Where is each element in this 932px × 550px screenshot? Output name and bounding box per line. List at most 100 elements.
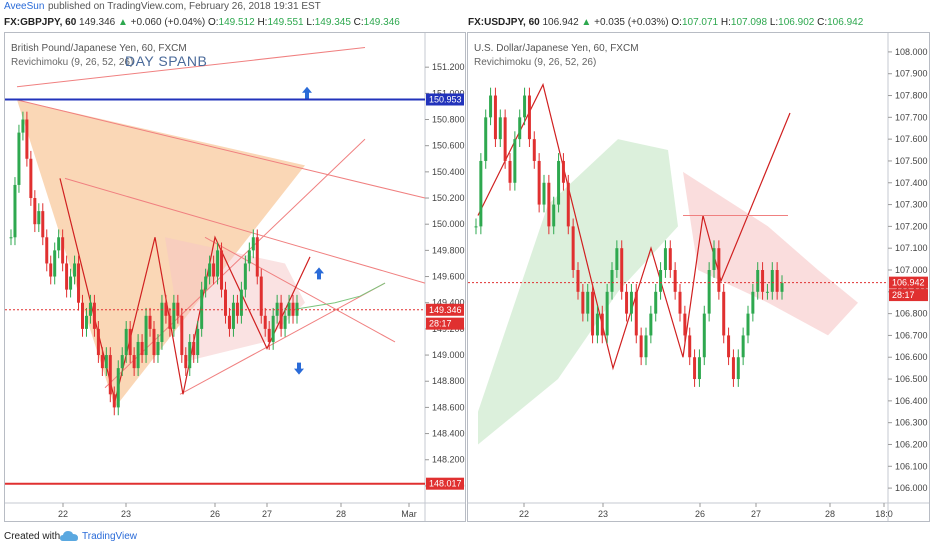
y-tick-label: 151.200 xyxy=(432,62,465,72)
tradingview-cloud-icon xyxy=(60,531,78,541)
gbpjpy-chart-svg[interactable]: 151.200 151.000 150.800 150.600 150.400 150.2… xyxy=(5,33,465,521)
y-tick-label: 107.600 xyxy=(895,134,928,144)
candle-body xyxy=(208,263,212,277)
candle-body xyxy=(765,291,769,293)
y-tick-label: 150.000 xyxy=(432,219,465,229)
created-with-label: Created with xyxy=(4,531,61,542)
green-span-line xyxy=(294,282,386,310)
right-symbol[interactable]: FX:USDJPY, 60 xyxy=(468,17,540,28)
candle-body xyxy=(17,132,21,185)
candle-body xyxy=(291,302,295,316)
candle-body xyxy=(770,270,774,292)
y-tick-label: 148.600 xyxy=(432,402,465,412)
y-tick-label: 107.000 xyxy=(895,265,928,275)
price-tag xyxy=(889,289,928,302)
candle-body xyxy=(73,263,77,277)
candle-body xyxy=(673,270,677,292)
candle-body xyxy=(9,237,13,239)
y-tick-label: 108.000 xyxy=(895,47,928,57)
right-o-label: O: xyxy=(671,17,682,28)
x-tick-label: 27 xyxy=(751,509,761,519)
usdjpy-chart-svg[interactable]: 108.000 107.900 107.800 107.700 107.600 107.5… xyxy=(468,33,929,521)
tradingview-brand-link[interactable]: TradingView xyxy=(82,531,138,542)
left-symbol[interactable]: FX:GBPJPY, 60 xyxy=(4,17,77,28)
candle-body xyxy=(255,237,259,277)
y-tick-label: 106.500 xyxy=(895,374,928,384)
trendline xyxy=(104,138,366,389)
candle-body xyxy=(493,95,497,140)
candle-body xyxy=(610,270,614,292)
candle-body xyxy=(92,302,96,329)
trendline xyxy=(179,282,386,395)
candle-body xyxy=(532,139,536,161)
candle-body xyxy=(561,160,565,183)
candle-body xyxy=(172,302,176,329)
y-tick-label: 107.400 xyxy=(895,178,928,188)
candle-body xyxy=(200,289,204,329)
up-arrow-icon xyxy=(302,86,312,99)
candle-body xyxy=(49,263,53,277)
x-tick-label: 18:0 xyxy=(875,509,893,519)
candle-body xyxy=(231,302,235,329)
usdjpy-chart-panel[interactable]: 108.000 107.900 107.800 107.700 107.600 107.5… xyxy=(467,32,930,522)
x-tick-label: 22 xyxy=(519,509,529,519)
y-tick-label: 106.400 xyxy=(895,396,928,406)
candle-body xyxy=(152,328,156,356)
candle-body xyxy=(156,341,160,356)
x-tick-label: 23 xyxy=(598,509,608,519)
candle-body xyxy=(576,270,580,292)
candle-body xyxy=(192,341,196,356)
candle-body xyxy=(176,302,180,316)
left-change: +0.060 (+0.04%) xyxy=(130,17,206,28)
candle-body xyxy=(77,263,81,303)
candle-body xyxy=(595,313,599,336)
left-high: 149.551 xyxy=(267,17,304,28)
orange-triangle-zone xyxy=(17,99,305,408)
price-tag-label: 106.942 xyxy=(892,278,925,288)
candle-body xyxy=(57,237,61,251)
candle-body xyxy=(731,357,735,380)
right-l-label: L: xyxy=(769,17,779,28)
candle-body xyxy=(557,160,561,205)
up-triangle-icon: ▲ xyxy=(581,17,592,28)
candle-body xyxy=(37,211,41,225)
price-tag xyxy=(426,317,464,330)
candle-body xyxy=(100,355,104,369)
left-h-label: H: xyxy=(257,17,268,28)
x-tick-label: 28 xyxy=(825,509,835,519)
right-low: 106.902 xyxy=(778,17,815,28)
left-open: 149.512 xyxy=(218,17,255,28)
y-tick-label: 150.800 xyxy=(432,115,465,125)
candle-body xyxy=(489,95,493,118)
right-c-label: C: xyxy=(817,17,828,28)
author-link[interactable]: AveeSun xyxy=(4,1,45,12)
candle-body xyxy=(279,302,283,329)
candle-body xyxy=(235,302,239,316)
gbpjpy-indicator-label[interactable]: Revichimoku (9, 26, 52, 26) xyxy=(11,57,134,68)
gbpjpy-chart-title: British Pound/Japanese Yen, 60, FXCM xyxy=(11,43,187,54)
candle-body xyxy=(741,335,745,358)
trendline xyxy=(16,99,426,199)
gbpjpy-chart-panel[interactable]: 151.200 151.000 150.800 150.600 150.400 150.2… xyxy=(4,32,466,522)
day-spanb-annotation: DAY SPANB xyxy=(125,53,208,69)
y-tick-label: 106.600 xyxy=(895,352,928,362)
candle-body xyxy=(61,237,65,264)
y-tick-label: 106.100 xyxy=(895,461,928,471)
publish-header: AveeSun published on TradingView.com, Fe… xyxy=(0,0,932,14)
y-tick-label: 107.500 xyxy=(895,156,928,166)
candle-body xyxy=(271,315,275,342)
candle-body xyxy=(625,291,629,314)
left-low: 149.345 xyxy=(314,17,351,28)
y-tick-label: 106.200 xyxy=(895,439,928,449)
y-tick-label: 149.600 xyxy=(432,272,465,282)
ichimoku-cloud xyxy=(165,237,305,362)
down-arrow-icon xyxy=(294,362,304,375)
y-tick-label: 149.800 xyxy=(432,245,465,255)
candle-body xyxy=(649,313,653,336)
usdjpy-indicator-label[interactable]: Revichimoku (9, 26, 52, 26) xyxy=(474,57,597,68)
candle-body xyxy=(136,341,140,369)
candle-body xyxy=(275,302,279,316)
y-tick-label: 148.400 xyxy=(432,429,465,439)
candle-body xyxy=(65,263,69,290)
candle-body xyxy=(537,160,541,205)
